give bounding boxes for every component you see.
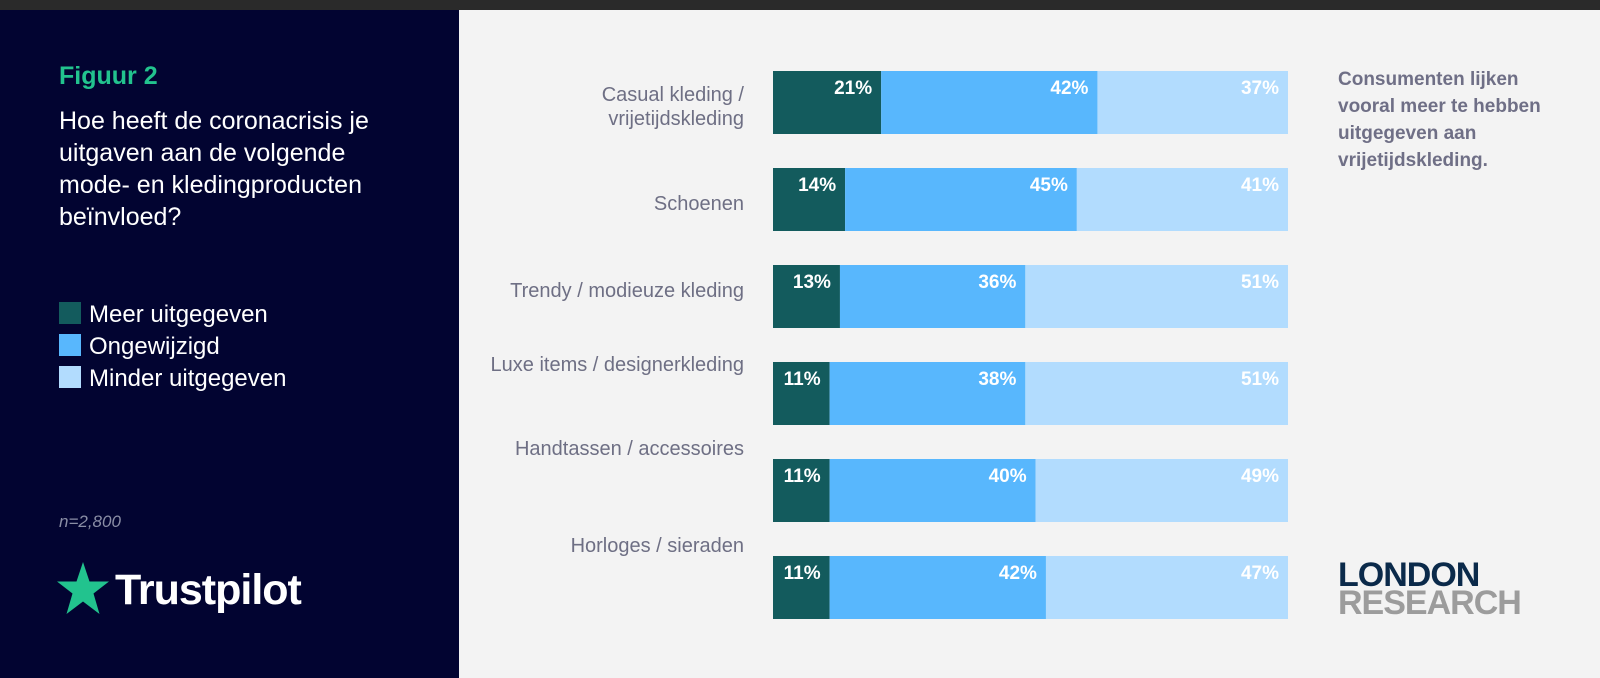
legend-swatch-meer [59,302,81,324]
category-label-2: Trendy / modieuze kleding [510,280,744,302]
bar-minder-0 [1097,71,1288,134]
value-label-ongewijzigd-2: 36% [978,272,1016,293]
bar-meer-4 [773,459,830,522]
value-label-ongewijzigd-5: 42% [999,563,1037,584]
value-label-meer-5: 11% [784,563,821,584]
bar-ongewijzigd-2 [839,265,1026,328]
category-label-3: Luxe items / designerkleding [491,354,744,376]
value-label-ongewijzigd-4: 40% [989,466,1027,487]
stacked-bar-chart: 21% 42% 37% Casual kleding / vrijetijdskledi… [491,71,1288,619]
value-label-meer-1: 14% [798,175,836,196]
legend-item-minder: Minder uitgegeven [59,363,286,395]
london-research-line2: RESEARCH [1338,584,1522,622]
trustpilot-logo: Trustpilot [57,558,302,622]
bar-ongewijzigd-5 [829,556,1046,619]
category-label-4: Handtassen / accessoires [515,438,744,460]
value-label-meer-3: 11% [784,369,821,390]
bar-meer-3 [773,362,830,425]
legend-label-minder: Minder uitgegeven [89,365,287,392]
figure-frame: Figuur 2 Hoe heeft de coronacrisis je ui… [0,10,1600,678]
figure-label: Figuur 2 [59,62,158,90]
legend-label-meer: Meer uitgegeven [89,301,268,328]
value-label-minder-0: 37% [1241,78,1279,99]
value-label-minder-1: 41% [1241,175,1279,196]
star-icon [57,562,109,614]
london-research-line1: LONDON [1338,556,1480,594]
left-panel: Figuur 2 Hoe heeft de coronacrisis je ui… [0,10,459,678]
value-label-ongewijzigd-0: 42% [1050,78,1088,99]
value-label-minder-2: 51% [1241,272,1279,293]
bar-ongewijzigd-3 [829,362,1026,425]
bar-minder-5 [1045,556,1288,619]
trustpilot-wordmark: Trustpilot [115,565,302,614]
value-label-minder-5: 47% [1241,563,1279,584]
bar-meer-2 [773,265,840,328]
bar-meer-5 [773,556,830,619]
legend: Meer uitgegeven Ongewijzigd Minder uitge… [59,299,286,395]
category-label-1: Schoenen [654,193,744,215]
bar-minder-2 [1025,265,1288,328]
sample-size-note: n=2,800 [59,512,121,531]
value-label-minder-3: 51% [1241,369,1279,390]
legend-swatch-ongewijzigd [59,334,81,356]
value-label-ongewijzigd-1: 45% [1030,175,1068,196]
bar-ongewijzigd-0 [881,71,1098,134]
bar-minder-3 [1025,362,1288,425]
bar-meer-1 [773,168,846,231]
value-label-minder-4: 49% [1241,466,1279,487]
bar-meer-0 [773,71,882,134]
legend-label-ongewijzigd: Ongewijzigd [89,333,220,360]
bar-minder-4 [1035,459,1288,522]
figure-question: Hoe heeft de coronacrisis je uitgaven aa… [59,107,369,231]
value-label-meer-2: 13% [793,272,831,293]
legend-item-meer: Meer uitgegeven [59,299,286,331]
bar-ongewijzigd-4 [829,459,1036,522]
side-note: Consumenten lijken vooral meer te hebben… [1338,69,1541,171]
category-label-0: Casual kleding / vrijetijdskleding [602,84,745,130]
value-label-meer-0: 21% [834,78,872,99]
legend-item-ongewijzigd: Ongewijzigd [59,331,286,363]
value-label-meer-4: 11% [784,466,821,487]
legend-swatch-minder [59,366,81,388]
london-research-logo: LONDON RESEARCH [1338,556,1522,622]
category-label-5: Horloges / sieraden [571,535,744,557]
value-label-ongewijzigd-3: 38% [978,369,1016,390]
bar-minder-1 [1076,168,1288,231]
bar-ongewijzigd-1 [845,168,1077,231]
